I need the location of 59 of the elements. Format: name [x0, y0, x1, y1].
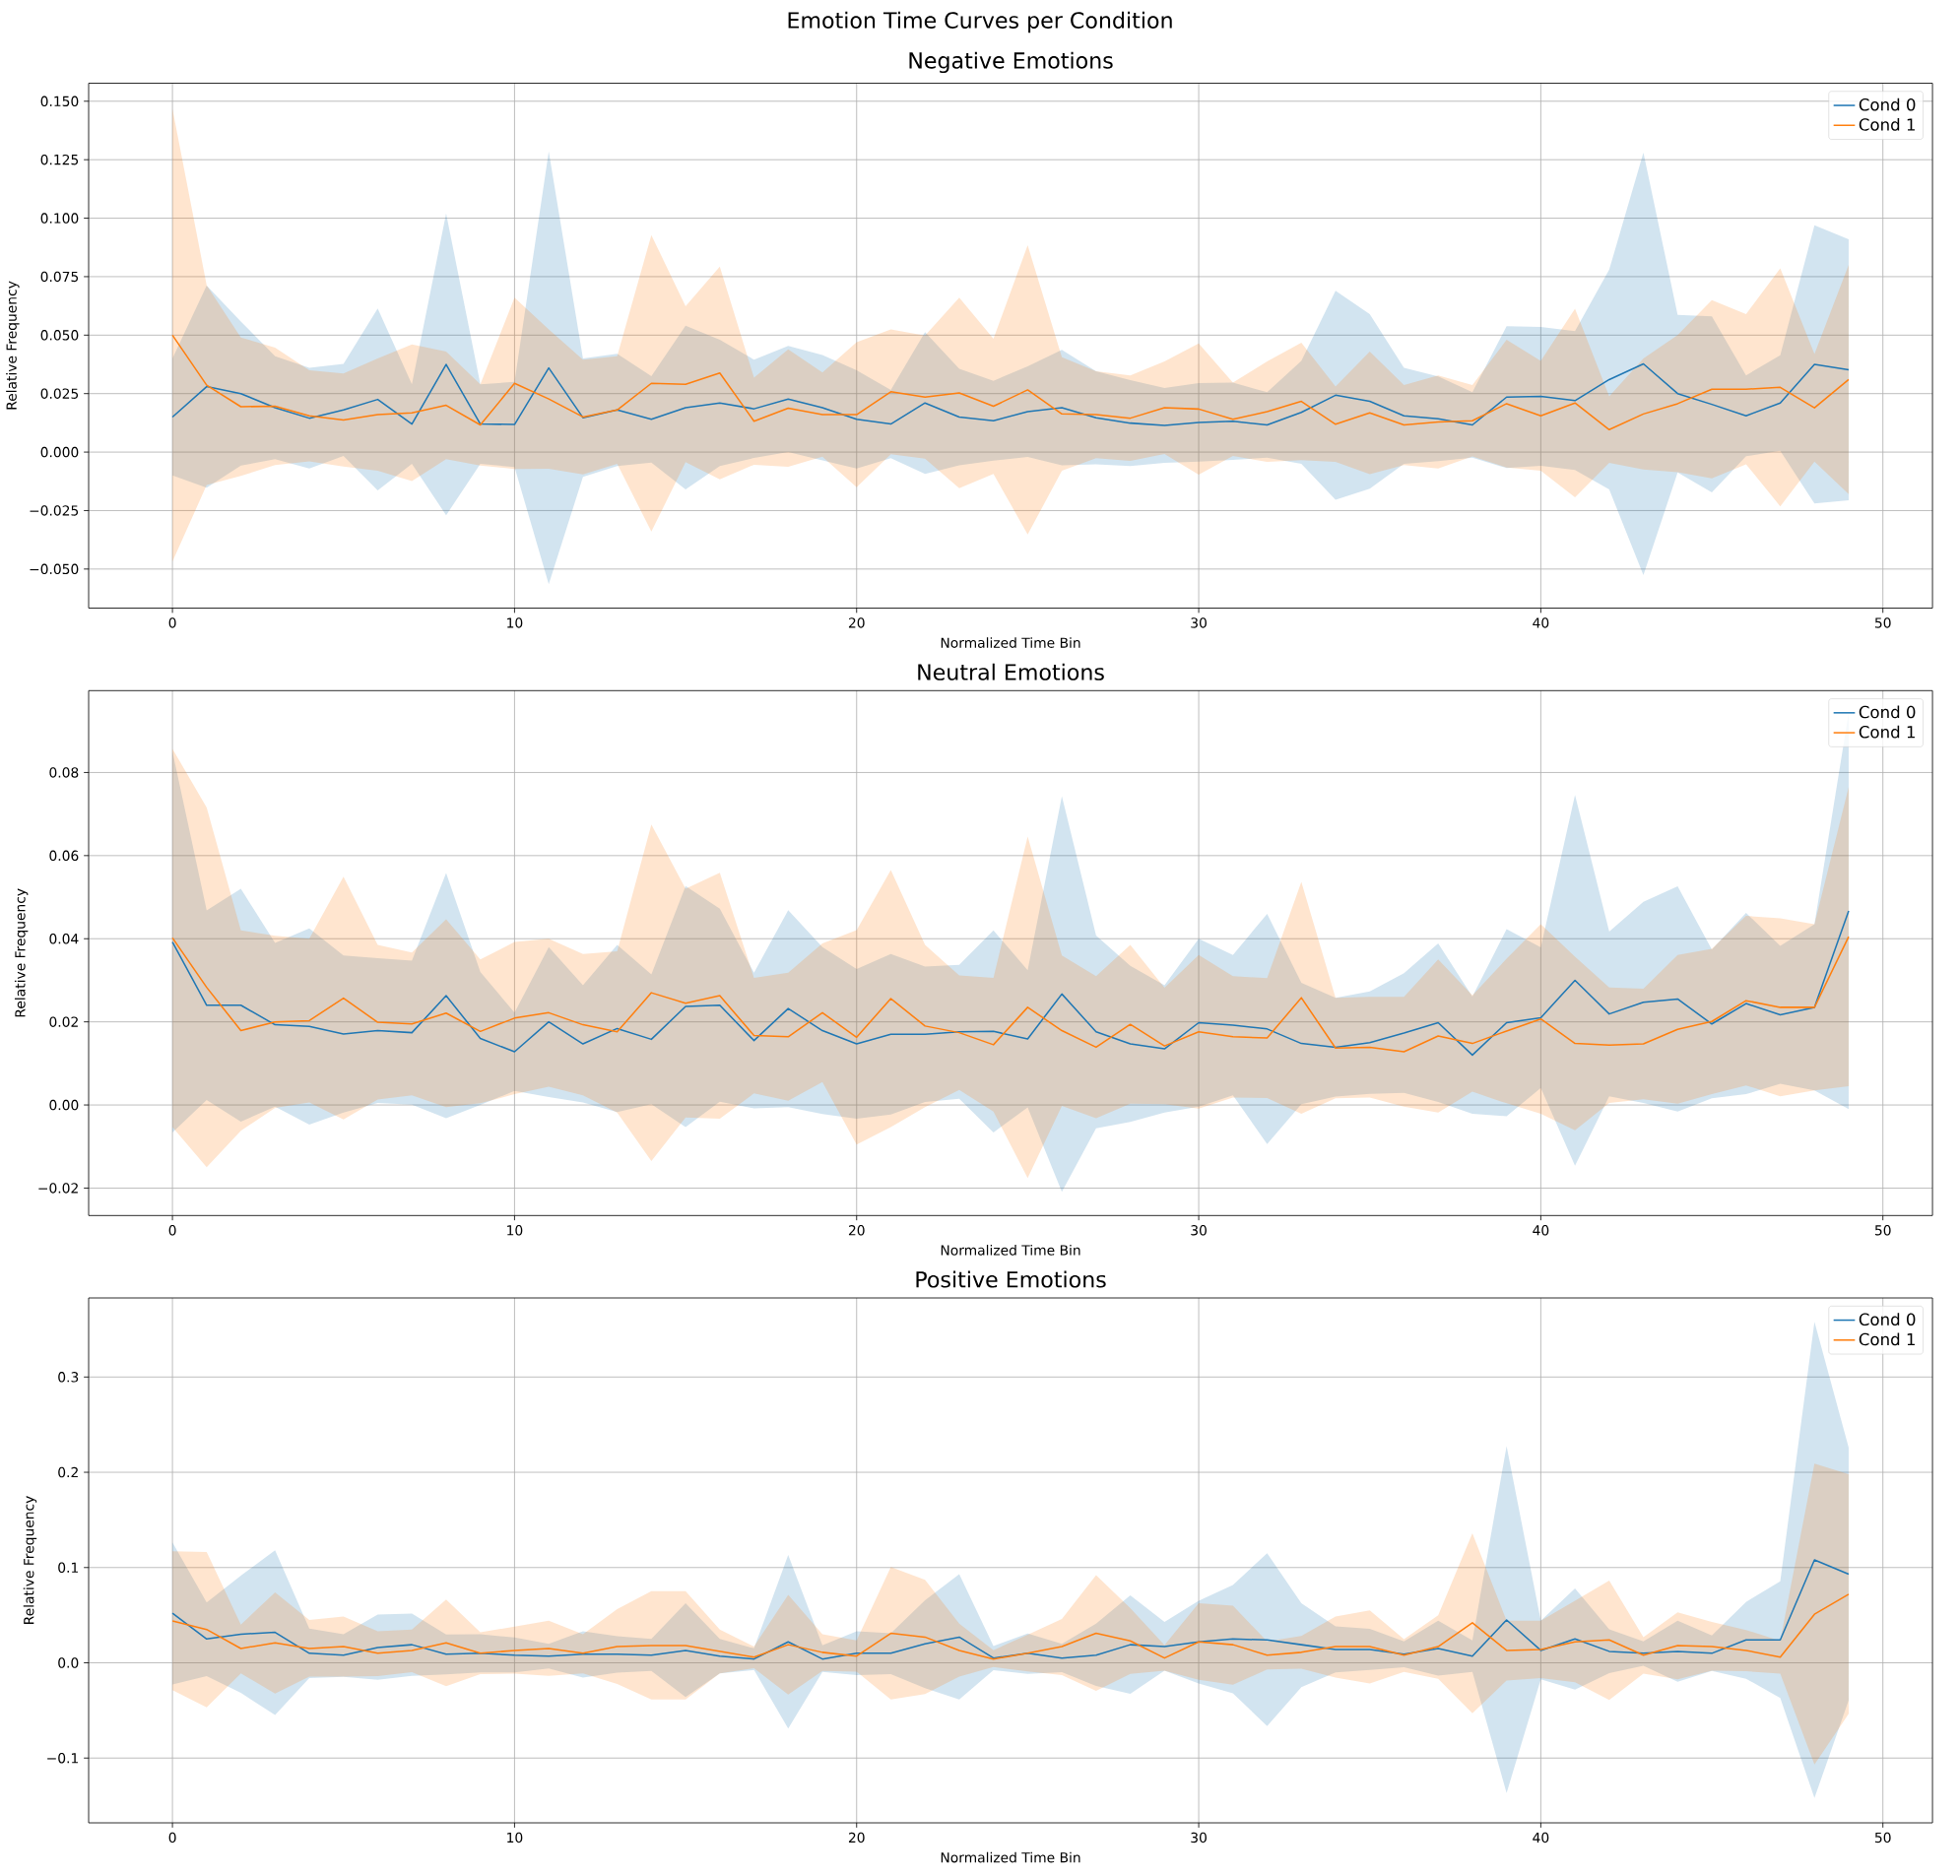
y-axis-title: Relative Frequency: [6, 281, 20, 410]
y-tick-label: −0.050: [30, 563, 79, 575]
line-series: [171, 936, 1850, 1053]
x-tick-label: 30: [1191, 1225, 1207, 1236]
x-axis-title: Normalized Time Bin: [941, 1245, 1080, 1256]
y-tick-label: 0.04: [49, 934, 79, 944]
line-series: [171, 334, 1850, 431]
x-tick-label: 30: [1191, 617, 1207, 628]
chart-title: Negative Emotions: [909, 51, 1113, 74]
y-tick-label: 0.000: [40, 446, 79, 458]
x-tick-label: 30: [1191, 1832, 1207, 1844]
y-tick-label: 0.150: [40, 96, 79, 107]
x-axis-title: Normalized Time Bin: [941, 637, 1080, 648]
y-axis-title: Relative Frequency: [23, 1496, 37, 1624]
y-tick-label: 0.08: [49, 767, 79, 778]
x-axis-title: Normalized Time Bin: [941, 1851, 1080, 1863]
y-tick-label: 0.00: [49, 1099, 79, 1111]
y-tick-label: 0.100: [40, 213, 79, 224]
x-tick-label: 40: [1533, 1832, 1549, 1844]
y-tick-label: 0.075: [40, 271, 79, 283]
legend-label: Cond 0: [1859, 97, 1916, 111]
line-series: [171, 362, 1850, 426]
x-tick-label: 0: [168, 1225, 176, 1236]
legend-label: Cond 1: [1859, 117, 1915, 131]
x-tick-label: 20: [848, 617, 865, 628]
y-tick-label: 0.025: [40, 388, 79, 399]
x-tick-label: 0: [168, 1832, 176, 1844]
y-tick-label: −0.02: [38, 1183, 78, 1194]
x-tick-label: 0: [168, 617, 176, 628]
x-tick-label: 10: [507, 1225, 523, 1236]
x-tick-label: 40: [1533, 1225, 1549, 1236]
x-tick-label: 10: [507, 1832, 523, 1844]
x-tick-label: 20: [848, 1225, 865, 1236]
y-tick-label: −0.1: [47, 1752, 78, 1764]
y-tick-label: 0.050: [40, 330, 79, 341]
y-tick-label: 0.125: [40, 154, 79, 165]
y-tick-label: 0.1: [58, 1562, 78, 1574]
y-tick-label: −0.025: [30, 505, 79, 516]
y-tick-label: 0.0: [58, 1657, 79, 1668]
x-tick-label: 50: [1874, 1225, 1891, 1236]
y-tick-label: 0.02: [49, 1016, 78, 1027]
legend-label: Cond 0: [1859, 705, 1916, 719]
x-tick-label: 20: [848, 1832, 865, 1844]
line-series: [171, 1559, 1850, 1660]
x-tick-label: 40: [1533, 617, 1549, 628]
legend-label: Cond 1: [1859, 1332, 1915, 1346]
line-series: [171, 910, 1850, 1057]
text: Emotion Time Curves per Condition: [788, 11, 1172, 33]
x-tick-label: 50: [1874, 1832, 1891, 1844]
legend-label: Cond 0: [1859, 1313, 1916, 1326]
chart-title: Positive Emotions: [916, 1270, 1106, 1288]
y-axis-title: Relative Frequency: [14, 888, 29, 1017]
x-tick-label: 10: [507, 617, 523, 628]
y-tick-label: 0.3: [58, 1372, 79, 1383]
y-tick-label: 0.06: [49, 850, 79, 862]
chart-title: Neutral Emotions: [918, 663, 1104, 680]
x-tick-label: 50: [1874, 617, 1891, 628]
legend-label: Cond 1: [1859, 725, 1915, 739]
y-tick-label: 0.2: [58, 1466, 78, 1478]
